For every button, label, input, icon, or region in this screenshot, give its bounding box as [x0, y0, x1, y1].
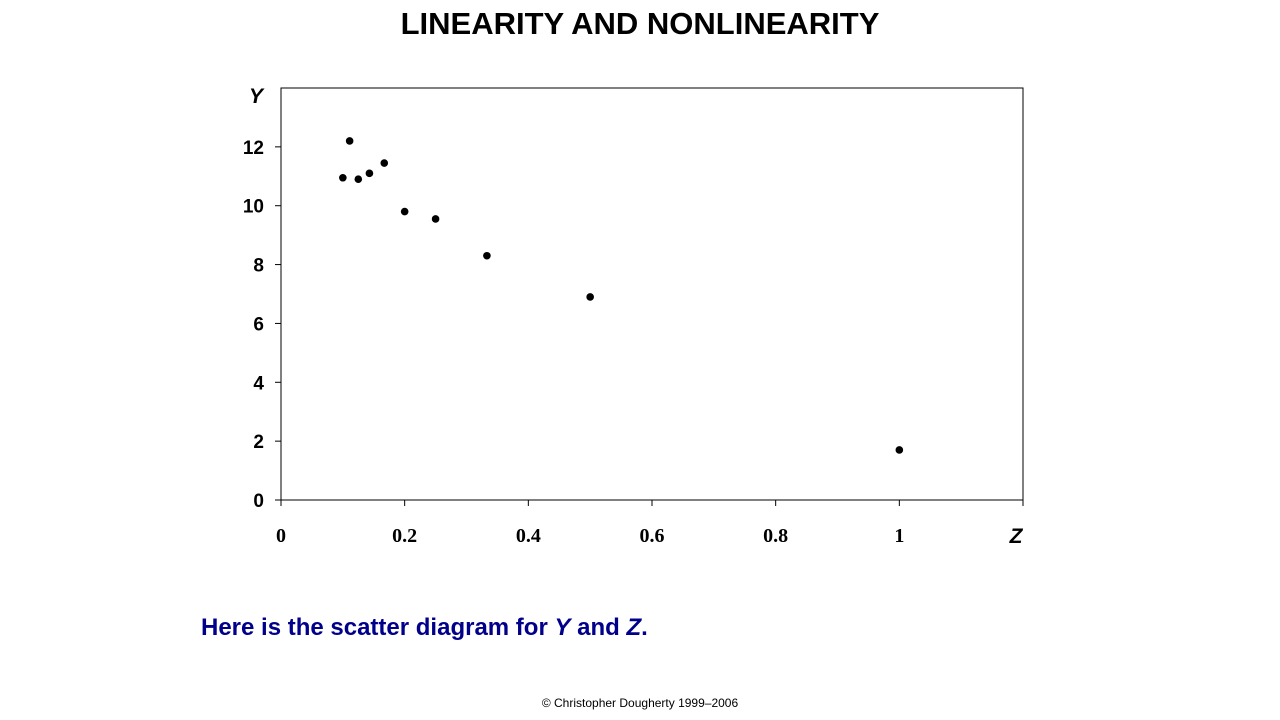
caption-suffix: . — [641, 614, 648, 641]
caption: Here is the scatter diagram for Y and Z. — [201, 614, 648, 642]
data-point — [365, 169, 374, 178]
data-point — [483, 251, 491, 260]
plot-frame — [280, 87, 1024, 501]
scatter-chart: 0 2 4 6 8 10 12 0 0.2 0.4 0.6 0.8 1 Y Z — [243, 85, 1024, 548]
data-point — [339, 173, 347, 182]
y-axis: 0 2 4 6 8 10 12 — [243, 138, 281, 512]
x-tick-label: 0.2 — [392, 525, 417, 547]
copyright: © Christopher Dougherty 1999–2006 — [541, 696, 739, 710]
data-point — [400, 207, 409, 216]
slide-title: LINEARITY AND NONLINEARITY — [400, 6, 880, 41]
caption-prefix: Here is the scatter diagram for — [201, 614, 555, 641]
data-point — [586, 293, 594, 301]
x-axis-label: Z — [1009, 525, 1024, 548]
caption-var-y: Y — [554, 614, 571, 641]
data-point — [345, 137, 354, 145]
y-tick-label: 10 — [243, 197, 264, 218]
y-tick-label: 8 — [253, 256, 264, 277]
x-tick-label: 0.6 — [640, 525, 665, 547]
data-point — [431, 215, 440, 223]
x-tick-label: 0.8 — [763, 525, 788, 547]
x-tick-label: 0 — [276, 525, 286, 547]
data-point — [354, 175, 363, 184]
y-tick-label: 0 — [253, 491, 264, 512]
data-point — [380, 159, 389, 167]
caption-mid: and — [570, 614, 627, 641]
caption-var-z: Z — [626, 614, 642, 641]
x-tick-label: 0.4 — [516, 525, 541, 547]
x-axis: 0 0.2 0.4 0.6 0.8 1 — [276, 500, 1024, 547]
data-points — [339, 137, 904, 454]
y-tick-label: 4 — [253, 373, 264, 394]
y-tick-label: 2 — [253, 432, 264, 453]
x-tick-label: 1 — [894, 525, 904, 547]
y-axis-label: Y — [249, 85, 265, 108]
data-point — [895, 446, 904, 454]
y-tick-label: 6 — [253, 314, 264, 335]
y-tick-label: 12 — [243, 138, 264, 159]
